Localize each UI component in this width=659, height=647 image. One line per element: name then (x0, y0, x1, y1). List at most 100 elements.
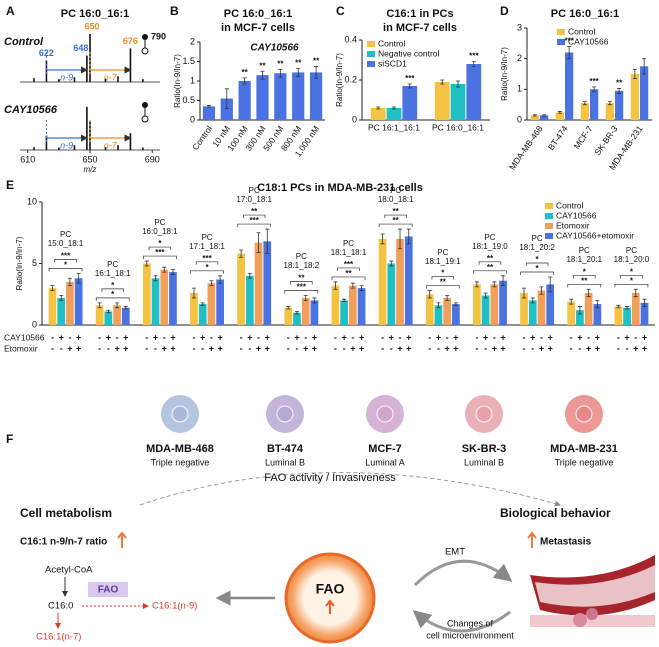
bar (309, 72, 323, 120)
legend-swatch (367, 41, 375, 47)
x-tick-label: 610 (20, 154, 35, 164)
error-bar (256, 232, 261, 253)
right-subtitle: Metastasis (540, 537, 592, 548)
panel-label: B (170, 4, 179, 18)
x-tick-label: PC 18:1_20:1 (566, 246, 603, 265)
legend-label: Etomoxir (556, 220, 590, 230)
cell-nucleus (171, 405, 189, 423)
error-bar (617, 88, 622, 94)
bar (238, 81, 251, 120)
chart-title: in MCF-7 cells (221, 22, 295, 34)
error-bar (642, 58, 647, 75)
peak-label: 648 (73, 43, 88, 53)
significance: * (536, 255, 540, 264)
error-bar (542, 114, 547, 117)
bar (593, 304, 602, 325)
error-bar (501, 275, 506, 287)
sig-bracket (195, 261, 219, 265)
treatment-sign: + (530, 332, 535, 342)
significance: ** (298, 274, 305, 283)
x-tick-label: PC 16:0_18:1 (142, 218, 178, 237)
treatment-sign: + (397, 343, 402, 353)
treatment-sign: - (145, 343, 148, 353)
x-tick-label: PC 17:1_18:1 (189, 232, 225, 251)
treatment-sign: + (642, 332, 647, 342)
significance: ** (277, 59, 284, 68)
error-bar (522, 287, 527, 299)
bar (66, 281, 74, 325)
up-arrow (117, 531, 127, 548)
treatment-sign: + (406, 343, 411, 353)
bracket-label: n-9 (60, 72, 73, 82)
x-tick-label: Control (190, 124, 214, 152)
error-bar (162, 266, 167, 273)
error-bar (407, 83, 412, 89)
significance: *** (250, 216, 260, 225)
treatment-sign: - (437, 343, 440, 353)
error-bar (247, 272, 252, 279)
y-tick-label: 0 (32, 319, 37, 329)
bar (590, 89, 599, 120)
tumor-cells (586, 608, 598, 620)
significance: *** (344, 260, 354, 269)
sig-bracket (378, 223, 413, 228)
error-bar (200, 302, 205, 306)
treatment-sign: - (381, 332, 384, 342)
error-bar (303, 295, 308, 301)
treatment-sign: + (217, 332, 222, 342)
x-tick-label: PC 18:1_20:0 (613, 246, 650, 265)
error-bar (471, 61, 476, 67)
bar (48, 288, 57, 325)
treatment-sign: - (51, 343, 54, 353)
treatment-sign: - (98, 332, 101, 342)
treatment-sign: + (59, 332, 64, 342)
significance: ** (393, 216, 400, 225)
error-bar (333, 281, 338, 290)
bar (121, 307, 130, 325)
significance: ** (581, 276, 588, 285)
bar (190, 293, 198, 325)
error-bar (445, 295, 450, 301)
error-bar (633, 288, 638, 298)
error-bar (616, 304, 621, 309)
bar (284, 307, 293, 325)
treatment-sign: + (256, 343, 261, 353)
treatment-sign: - (287, 332, 290, 342)
x-tick-label: PC 16:0_16:1 (432, 122, 484, 132)
sig-bracket (478, 261, 502, 265)
treatment-sign: - (145, 332, 148, 342)
enzyme-box (88, 582, 128, 597)
panel-label: C (336, 4, 345, 18)
chart-title: C18:1 PCs in MDA-MB-231 cells (257, 182, 423, 194)
bar (263, 241, 272, 325)
significance: * (441, 269, 445, 278)
bar (57, 297, 66, 325)
icon (142, 34, 148, 40)
treatment-sign: - (570, 343, 573, 353)
bar (301, 297, 310, 325)
legend-label: siSCD1 (378, 58, 407, 68)
bar (104, 311, 113, 325)
sig-bracket (620, 274, 643, 279)
legend-label: Negative control (378, 48, 440, 58)
cell-subtype: Triple negative (151, 457, 210, 467)
treatment-sign: + (106, 332, 111, 342)
cell-nucleus (276, 405, 294, 423)
error-bar (557, 111, 562, 114)
treatment-sign: - (192, 343, 195, 353)
left-title: Cell metabolism (20, 506, 112, 520)
bar (169, 272, 177, 325)
treatment-sign: + (586, 343, 591, 353)
treatment-sign: - (68, 332, 71, 342)
cell-name: MDA-MB-468 (146, 443, 214, 455)
treatment-sign: + (209, 343, 214, 353)
treatment-sign: + (162, 343, 167, 353)
treatment-sign: - (163, 332, 166, 342)
sig-bracket (143, 255, 177, 260)
error-bar (625, 306, 630, 310)
treatment-sign: - (523, 332, 526, 342)
right-title: Biological behavior (500, 506, 611, 520)
significance: ** (487, 263, 494, 272)
bar (520, 293, 528, 325)
error-bar (123, 306, 128, 310)
